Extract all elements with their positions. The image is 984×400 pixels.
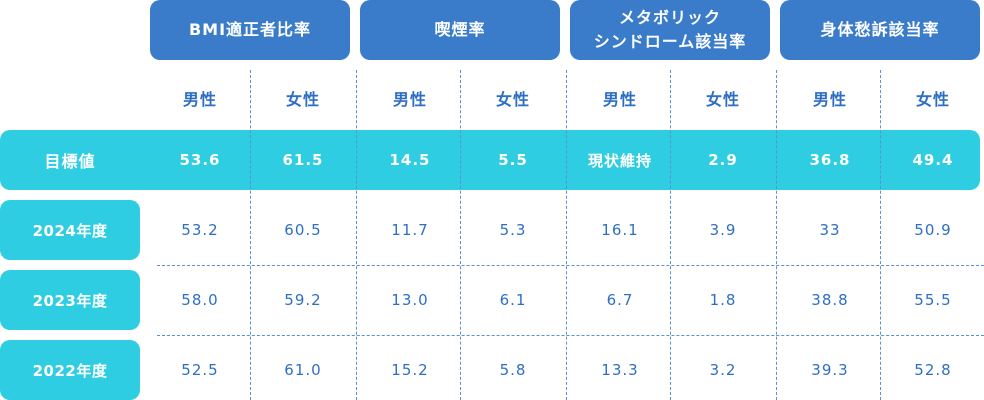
target-smoking-female: 5.5	[498, 151, 528, 169]
table-cell: 13.3	[601, 361, 639, 379]
header-physical-complaint: 身体愁訴該当率	[780, 0, 980, 60]
subheader-smoking-male: 男性	[392, 90, 427, 109]
table-cell: 39.3	[811, 361, 849, 379]
table-cell: 16.1	[601, 221, 639, 239]
table-cell: 33	[819, 221, 841, 239]
year-label-2023: 2023年度	[0, 270, 140, 330]
target-metabolic-male: 現状維持	[587, 151, 652, 170]
subheader-bmi-female: 女性	[285, 90, 320, 109]
table-cell: 5.8	[499, 361, 527, 379]
subheader-physical-male: 男性	[812, 90, 847, 109]
table-cell: 58.0	[181, 291, 219, 309]
header-bmi: BMI適正者比率	[150, 0, 350, 60]
row-divider	[157, 265, 984, 266]
table-cell: 52.5	[181, 361, 219, 379]
table-cell: 38.8	[811, 291, 849, 309]
table-cell: 60.5	[284, 221, 322, 239]
column-divider	[776, 70, 777, 400]
target-physical-male: 36.8	[809, 151, 851, 169]
column-divider	[670, 70, 671, 400]
subheader-metabolic-male: 男性	[602, 90, 637, 109]
year-label-2022: 2022年度	[0, 340, 140, 400]
table-cell: 50.9	[914, 221, 952, 239]
target-physical-female: 49.4	[912, 151, 954, 169]
table-cell: 3.2	[709, 361, 737, 379]
column-divider	[460, 70, 461, 400]
table-cell: 52.8	[914, 361, 952, 379]
year-label-2024: 2024年度	[0, 200, 140, 260]
table-cell: 6.1	[499, 291, 527, 309]
subheader-metabolic-female: 女性	[705, 90, 740, 109]
header-metabolic: メタボリック シンドローム該当率	[570, 0, 770, 60]
header-metabolic-line2: シンドローム該当率	[593, 32, 747, 51]
table-cell: 15.2	[391, 361, 429, 379]
column-divider	[566, 70, 567, 400]
column-divider	[250, 70, 251, 400]
target-metabolic-female: 2.9	[708, 151, 738, 169]
table-cell: 61.0	[284, 361, 322, 379]
table-cell: 59.2	[284, 291, 322, 309]
target-bmi-male: 53.6	[179, 151, 221, 169]
target-row	[0, 130, 980, 190]
column-divider	[356, 70, 357, 400]
table-cell: 1.8	[709, 291, 737, 309]
table-cell: 55.5	[914, 291, 952, 309]
target-bmi-female: 61.5	[282, 151, 324, 169]
table-cell: 13.0	[391, 291, 429, 309]
subheader-physical-female: 女性	[915, 90, 950, 109]
column-divider	[880, 70, 881, 400]
table-cell: 5.3	[499, 221, 527, 239]
row-divider	[157, 335, 984, 336]
header-metabolic-line1: メタボリック	[618, 8, 721, 27]
header-smoking: 喫煙率	[360, 0, 560, 60]
subheader-smoking-female: 女性	[495, 90, 530, 109]
table-cell: 3.9	[709, 221, 737, 239]
target-smoking-male: 14.5	[389, 151, 431, 169]
target-row-label: 目標値	[44, 152, 96, 171]
subheader-bmi-male: 男性	[182, 90, 217, 109]
table-cell: 11.7	[391, 221, 429, 239]
table-cell: 53.2	[181, 221, 219, 239]
table-cell: 6.7	[606, 291, 634, 309]
